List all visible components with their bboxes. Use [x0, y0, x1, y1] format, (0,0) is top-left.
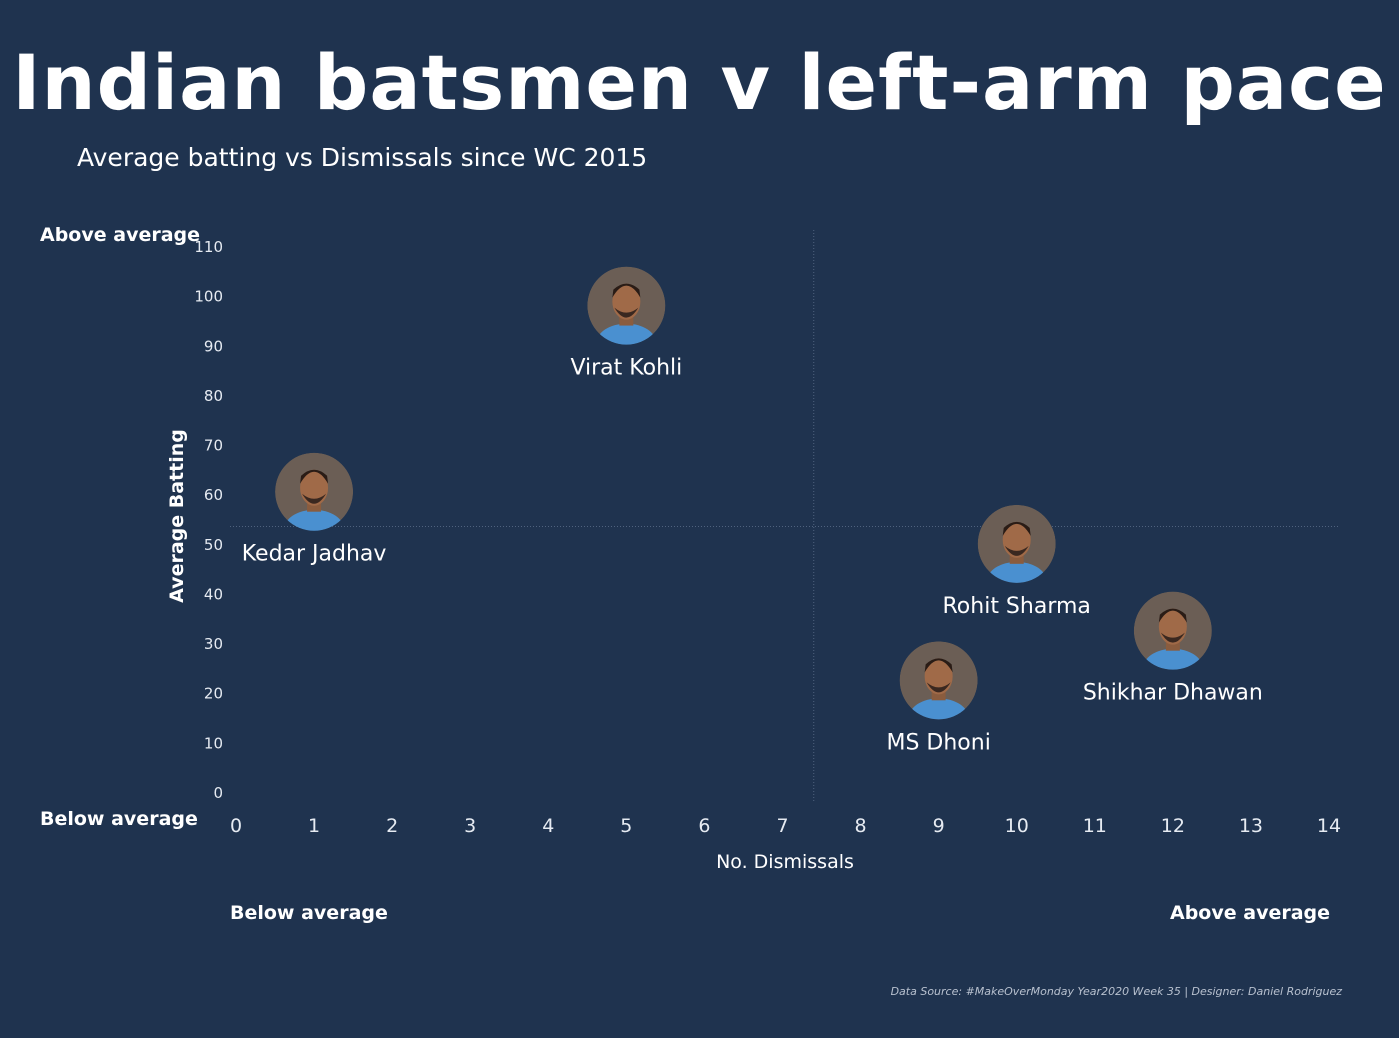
y-tick-label: 70 — [204, 437, 223, 455]
player-photo-icon — [1133, 591, 1212, 670]
player-photo-icon — [275, 452, 354, 531]
point-label: Kedar Jadhav — [242, 542, 387, 567]
x-tick-label: 1 — [308, 815, 320, 837]
y-tick-label: 10 — [204, 734, 223, 752]
point-label: Shikhar Dhawan — [1083, 681, 1263, 706]
data-point: Rohit Sharma — [943, 504, 1091, 619]
y-tick-label: 60 — [204, 486, 223, 504]
data-point: MS Dhoni — [886, 641, 991, 755]
x-tick-label: 10 — [1005, 815, 1029, 837]
chart-subtitle: Average batting vs Dismissals since WC 2… — [77, 143, 648, 172]
x-below-average-label: Below average — [230, 902, 388, 924]
x-tick-label: 14 — [1317, 815, 1341, 837]
y-tick-label: 20 — [204, 685, 223, 703]
chart-title: Indian batsmen v left-arm pace — [12, 38, 1387, 127]
x-tick-label: 9 — [933, 815, 945, 837]
player-photo-icon — [587, 266, 666, 345]
data-point: Virat Kohli — [570, 266, 682, 381]
x-tick-label: 6 — [698, 815, 710, 837]
y-tick-label: 0 — [213, 784, 223, 802]
y-tick-label: 80 — [204, 387, 223, 405]
y-axis-title: Average Batting — [166, 429, 188, 603]
player-photo-icon — [899, 641, 978, 720]
y-tick-label: 40 — [204, 585, 223, 603]
x-tick-label: 7 — [776, 815, 788, 837]
x-tick-label: 3 — [464, 815, 476, 837]
x-tick-label: 8 — [855, 815, 867, 837]
player-photo-icon — [977, 504, 1056, 583]
x-axis-ticks: 0 1 2 3 4 5 6 7 8 9 10 11 12 13 14 — [230, 815, 1341, 837]
y-tick-label: 30 — [204, 635, 223, 653]
y-axis-ticks: 0 10 20 30 40 50 60 70 80 90 100 110 — [194, 238, 223, 802]
data-points: Kedar Jadhav Virat Kohli Rohit Sharma MS Dh… — [242, 266, 1263, 755]
x-tick-label: 0 — [230, 815, 242, 837]
average-reference-lines — [230, 230, 1340, 803]
point-label: Virat Kohli — [570, 356, 682, 381]
x-tick-label: 5 — [620, 815, 632, 837]
x-tick-label: 4 — [542, 815, 554, 837]
x-axis-title: No. Dismissals — [716, 851, 854, 873]
y-tick-label: 50 — [204, 536, 223, 554]
point-label: MS Dhoni — [886, 730, 990, 755]
x-tick-label: 13 — [1239, 815, 1263, 837]
y-tick-label: 90 — [204, 337, 223, 355]
x-above-average-label: Above average — [1170, 902, 1331, 924]
data-source-note: Data Source: #MakeOverMonday Year2020 We… — [890, 985, 1342, 998]
x-tick-label: 11 — [1083, 815, 1107, 837]
x-tick-label: 12 — [1161, 815, 1185, 837]
data-point: Kedar Jadhav — [242, 452, 387, 567]
point-label: Rohit Sharma — [943, 594, 1091, 619]
y-tick-label: 110 — [194, 238, 223, 256]
data-point: Shikhar Dhawan — [1083, 591, 1263, 706]
x-tick-label: 2 — [386, 815, 398, 837]
y-tick-label: 100 — [194, 288, 223, 306]
